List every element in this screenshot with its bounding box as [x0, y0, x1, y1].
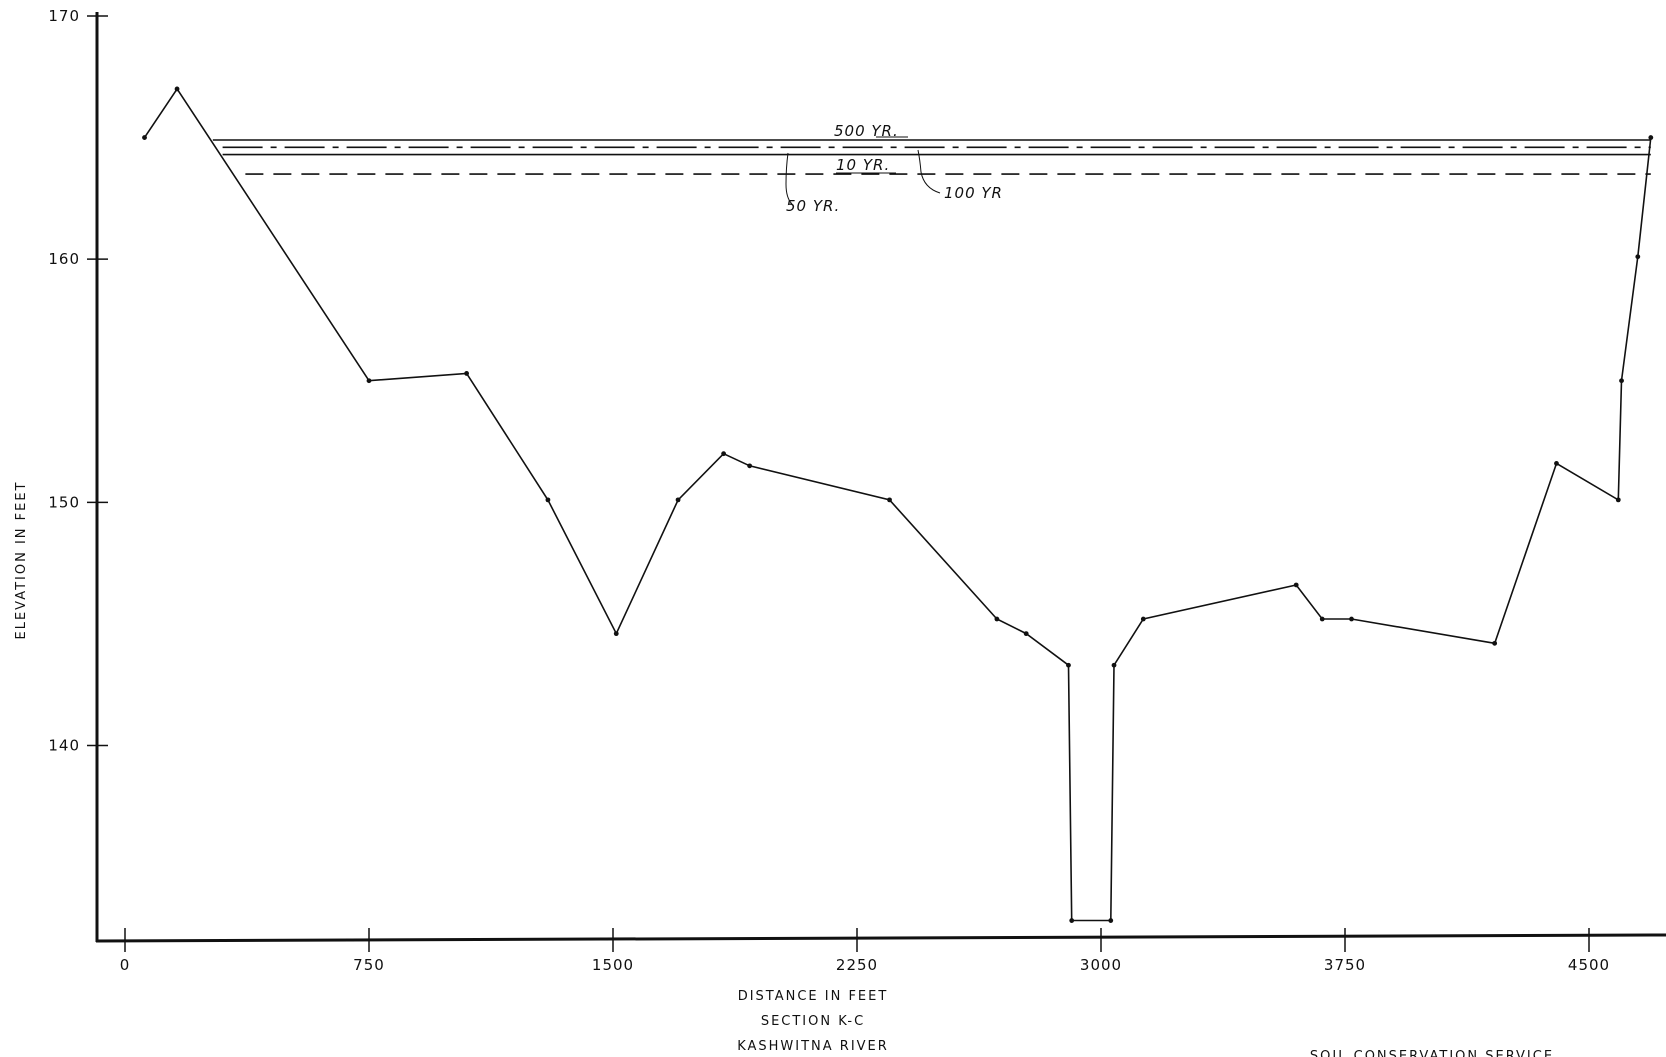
survey-point-25 [1648, 135, 1654, 140]
label-500yr: 500 YR. [834, 122, 899, 140]
survey-point-8 [747, 463, 753, 469]
river-caption: KASHWITNA RIVER [737, 1039, 889, 1054]
survey-point-13 [1069, 918, 1075, 923]
flood-lines [212, 139, 1651, 175]
axes: 140 150 160 170 0 750 1500 2250 3000 3750 4500 [48, 7, 1666, 974]
survey-point-18 [1319, 616, 1325, 622]
y-tick-label-150: 150 [48, 493, 80, 511]
survey-point-17 [1293, 582, 1299, 588]
label-100yr: 100 YR [944, 184, 1003, 202]
survey-point-5 [613, 631, 619, 637]
x-tick-label-3750: 3750 [1324, 956, 1366, 974]
survey-point-4 [545, 497, 551, 503]
y-tick-label-170: 170 [48, 7, 80, 25]
y-tick-label-140: 140 [48, 736, 80, 754]
x-axis-title: DISTANCE IN FEET [738, 989, 889, 1004]
survey-point-3 [464, 371, 469, 376]
leader-100yr [917, 149, 941, 194]
x-tick-label-1500: 1500 [592, 956, 634, 974]
survey-point-2 [366, 378, 372, 384]
survey-point-20 [1492, 640, 1498, 646]
label-10yr: 10 YR. [836, 156, 890, 174]
survey-point-19 [1349, 616, 1354, 622]
survey-point-12 [1066, 662, 1071, 668]
survey-point-10 [994, 616, 1000, 622]
x-tick-label-4500: 4500 [1568, 956, 1610, 974]
y-axis-title: ELEVATION IN FEET [14, 480, 29, 639]
y-tick-label-160: 160 [48, 250, 80, 268]
axis-titles: ELEVATION IN FEET DISTANCE IN FEET SECTI… [14, 480, 1554, 1057]
survey-point-22 [1615, 497, 1621, 503]
leader-50yr [785, 152, 793, 205]
ground-profile-line [143, 87, 1652, 922]
x-ticks: 0 750 1500 2250 3000 3750 4500 [120, 928, 1610, 974]
x-tick-label-0: 0 [120, 956, 131, 974]
ground-profile [142, 86, 1654, 923]
survey-point-16 [1140, 616, 1146, 622]
survey-point-24 [1635, 254, 1641, 260]
survey-point-0 [142, 135, 147, 140]
x-tick-label-3000: 3000 [1080, 956, 1122, 974]
section-caption: SECTION K-C [761, 1014, 865, 1029]
y-ticks: 140 150 160 170 [48, 7, 108, 754]
survey-point-6 [675, 497, 681, 503]
survey-point-15 [1111, 662, 1117, 668]
survey-point-21 [1554, 461, 1559, 466]
x-tick-label-750: 750 [353, 956, 385, 974]
survey-point-9 [887, 497, 892, 503]
survey-point-14 [1108, 918, 1114, 923]
label-50yr: 50 YR. [786, 197, 840, 215]
curve-labels: 500 YR. 100 YR 10 YR. 50 YR. [785, 122, 1003, 215]
x-axis-line [95, 933, 1666, 943]
survey-point-1 [174, 86, 180, 92]
survey-point-7 [721, 451, 727, 457]
x-tick-label-2250: 2250 [836, 956, 878, 974]
survey-point-11 [1023, 631, 1029, 637]
agency-caption: SOIL CONSERVATION SERVICE [1310, 1049, 1554, 1057]
survey-point-23 [1619, 378, 1624, 384]
